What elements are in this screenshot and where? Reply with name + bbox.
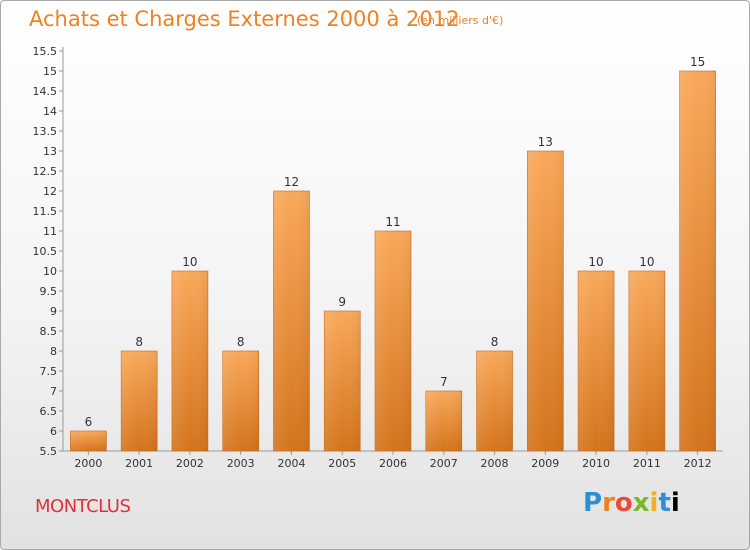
bar-shine	[70, 431, 107, 451]
bars	[70, 70, 716, 452]
y-tick-label: 12.5	[33, 165, 58, 178]
value-label: 8	[491, 335, 499, 349]
x-tick-label: 2000	[74, 457, 102, 470]
value-label: 6	[85, 415, 93, 429]
y-tick-label: 15	[43, 65, 57, 78]
value-label: 10	[588, 255, 603, 269]
y-tick-label: 11.5	[33, 205, 58, 218]
chart-title: Achats et Charges Externes 2000 à 2012	[29, 7, 460, 31]
value-label: 15	[690, 55, 705, 69]
axes: 5.5 6 6.5 7 7.5 8 8.5 9 9.5 10 10.5 11 11.5 12 12.5 13 1…	[33, 45, 723, 470]
y-tick-label: 10.5	[33, 245, 58, 258]
bar-shine	[273, 191, 310, 451]
x-tick-label: 2002	[176, 457, 204, 470]
y-tick-label: 9.5	[40, 285, 58, 298]
x-tick-label: 2009	[531, 457, 559, 470]
bar-shine	[679, 71, 716, 451]
bar-shine	[121, 351, 158, 451]
y-tick-label: 5.5	[40, 445, 58, 458]
logo-letter: i	[670, 488, 680, 518]
x-tick-label: 2007	[430, 457, 458, 470]
bar-shine	[324, 311, 361, 451]
bar-shine	[222, 351, 259, 451]
y-tick-label: 8	[50, 345, 57, 358]
x-tick-label: 2006	[379, 457, 407, 470]
bar-shine	[527, 151, 564, 451]
bar-shine	[425, 391, 462, 451]
bar-shine	[628, 271, 665, 451]
logo-letter: x	[632, 488, 650, 518]
y-tick-label: 7.5	[40, 365, 58, 378]
logo-letter: r	[602, 488, 615, 518]
logo-letter: t	[658, 488, 671, 518]
value-label: 10	[639, 255, 654, 269]
y-tick-label: 7	[50, 385, 57, 398]
x-tick-label: 2004	[277, 457, 305, 470]
x-tick-label: 2011	[633, 457, 661, 470]
y-tick-label: 15.5	[33, 45, 58, 58]
logo-letter: P	[583, 488, 603, 518]
x-tick-label: 2003	[227, 457, 255, 470]
value-label: 9	[338, 295, 346, 309]
y-tick-label: 10	[43, 265, 57, 278]
y-tick-label: 6.5	[40, 405, 58, 418]
value-label: 7	[440, 375, 448, 389]
y-tick-label: 11	[43, 225, 57, 238]
value-label: 13	[538, 135, 553, 149]
y-tick-label: 12	[43, 185, 57, 198]
logo-letter: i	[649, 488, 659, 518]
y-tick-label: 13.5	[33, 125, 58, 138]
y-tick-label: 13	[43, 145, 57, 158]
x-tick-label: 2008	[481, 457, 509, 470]
y-tick-label: 14.5	[33, 85, 58, 98]
value-label: 10	[182, 255, 197, 269]
bar-shine	[578, 271, 615, 451]
x-tick-label: 2010	[582, 457, 610, 470]
y-tick-label: 8.5	[40, 325, 58, 338]
commune-name: MONTCLUS	[35, 496, 131, 517]
proxiti-logo: Proxiti	[583, 488, 680, 518]
logo-letter: o	[614, 488, 633, 518]
bar-shine	[375, 231, 411, 451]
x-tick-label: 2001	[125, 457, 153, 470]
value-label: 8	[237, 335, 245, 349]
value-label: 12	[284, 175, 299, 189]
x-tick-label: 2012	[684, 457, 712, 470]
value-label: 8	[135, 335, 143, 349]
chart-subtitle: (en milliers d'€)	[417, 14, 504, 27]
value-labels: 6 8 10 8 12 9 11 7 8 13 10 10 15	[85, 55, 706, 429]
y-tick-label: 6	[50, 425, 57, 438]
bar-shine	[171, 271, 208, 451]
y-tick-label: 14	[43, 105, 57, 118]
y-tick-label: 9	[50, 305, 57, 318]
value-label: 11	[385, 215, 400, 229]
bar-shine	[476, 351, 513, 451]
x-tick-label: 2005	[328, 457, 356, 470]
